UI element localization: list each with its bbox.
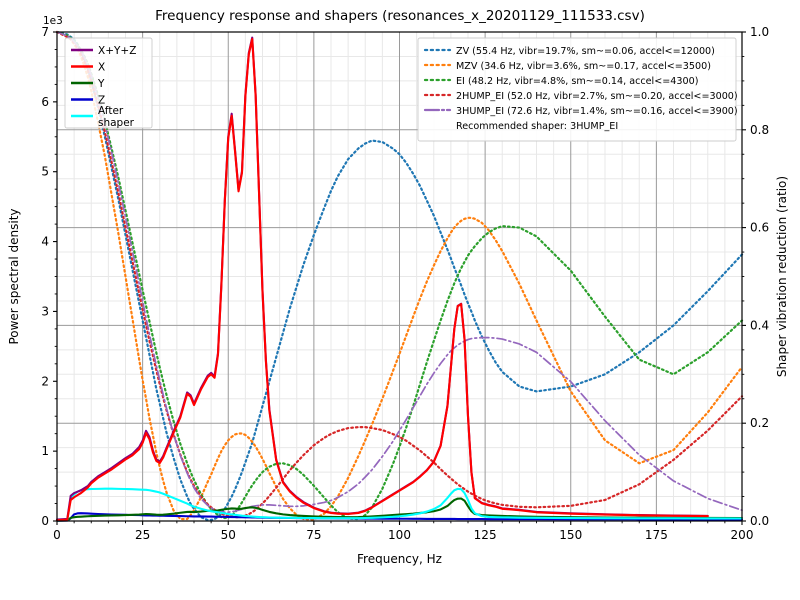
psd-curve-after-shaper bbox=[55, 487, 744, 522]
legend-label-after-shaper-2: shaper bbox=[98, 117, 135, 129]
x-tick-label: 25 bbox=[135, 528, 150, 542]
psd-curves bbox=[55, 36, 744, 522]
shaper-curve-zv bbox=[55, 30, 744, 522]
legend-label-x-y-z: X+Y+Z bbox=[98, 45, 136, 57]
legend-label-y: Y bbox=[97, 78, 105, 90]
shaper-curves bbox=[55, 30, 744, 522]
y-right-tick-label: 1.0 bbox=[750, 25, 769, 39]
legend-label-after-shaper: After bbox=[98, 105, 124, 117]
shaper-legend-label-2hump_ei: 2HUMP_EI (52.0 Hz, vibr=2.7%, sm~=0.20, … bbox=[456, 91, 738, 102]
x-tick-label: 175 bbox=[645, 528, 668, 542]
legend-label-x: X bbox=[98, 62, 105, 74]
psd-curve-y bbox=[55, 497, 744, 522]
y-right-tick-label: 0.0 bbox=[750, 514, 769, 528]
y-axis-right[interactable]: 0.0 0.2 0.4 0.6 0.8 1.0 Shaper vibration reduc… bbox=[742, 25, 789, 528]
x-axis-label: Frequency, Hz bbox=[357, 552, 442, 566]
x-tick-label: 200 bbox=[731, 528, 754, 542]
psd-legend-box bbox=[64, 37, 153, 129]
shaper-legend-label-3hump_ei: 3HUMP_EI (72.6 Hz, vibr=1.4%, sm~=0.16, … bbox=[456, 106, 738, 117]
shaper-legend-label-zv: ZV (55.4 Hz, vibr=19.7%, sm~=0.06, accel… bbox=[456, 46, 715, 57]
x-tick-label: 0 bbox=[53, 528, 61, 542]
x-tick-label: 150 bbox=[559, 528, 582, 542]
shaper-curve-mzv bbox=[55, 30, 744, 521]
y-tick-label: 4 bbox=[41, 235, 49, 249]
y-right-tick-label: 0.8 bbox=[750, 123, 769, 137]
shaper-legend-label-ei: EI (48.2 Hz, vibr=4.8%, sm~=0.14, accel<… bbox=[456, 76, 698, 87]
recommended-shaper-note: Recommended shaper: 3HUMP_EI bbox=[456, 121, 618, 132]
y-right-tick-label: 0.6 bbox=[750, 221, 769, 235]
y-right-tick-label: 0.2 bbox=[750, 416, 769, 430]
x-axis[interactable]: 0 25 50 75 100 125 150 175 200 Frequency, Hz bbox=[53, 521, 753, 566]
y-tick-label: 1 bbox=[41, 444, 49, 458]
psd-curve-x bbox=[55, 37, 709, 522]
legend-label-z: Z bbox=[98, 95, 105, 107]
shaper-legend-label-mzv: MZV (34.6 Hz, vibr=3.6%, sm~=0.17, accel… bbox=[456, 61, 711, 72]
y-tick-label: 5 bbox=[41, 165, 49, 179]
shaper-legend[interactable]: ZV (55.4 Hz, vibr=19.7%, sm~=0.06, accel… bbox=[417, 37, 738, 142]
y-axis-label: Power spectral density bbox=[7, 208, 21, 344]
y-tick-label: 2 bbox=[41, 374, 49, 388]
y-axis-offset-text: 1e3 bbox=[43, 15, 63, 27]
x-tick-label: 50 bbox=[221, 528, 236, 542]
shaper-legend-box bbox=[417, 37, 737, 142]
shaper-curve-ei bbox=[55, 30, 744, 521]
y-tick-label: 7 bbox=[41, 25, 49, 39]
y-right-axis-label: Shaper vibration reduction (ratio) bbox=[775, 176, 789, 377]
x-tick-label: 125 bbox=[474, 528, 497, 542]
y-tick-label: 0 bbox=[41, 514, 49, 528]
y-right-tick-label: 0.4 bbox=[750, 318, 769, 332]
y-tick-label: 3 bbox=[41, 304, 49, 318]
y-tick-label: 6 bbox=[41, 95, 49, 109]
x-tick-label: 75 bbox=[306, 528, 321, 542]
chart-title: Frequency response and shapers (resonanc… bbox=[155, 8, 645, 24]
page-title: Frequency response and shapers (resonanc… bbox=[155, 8, 645, 24]
x-tick-label: 100 bbox=[388, 528, 411, 542]
